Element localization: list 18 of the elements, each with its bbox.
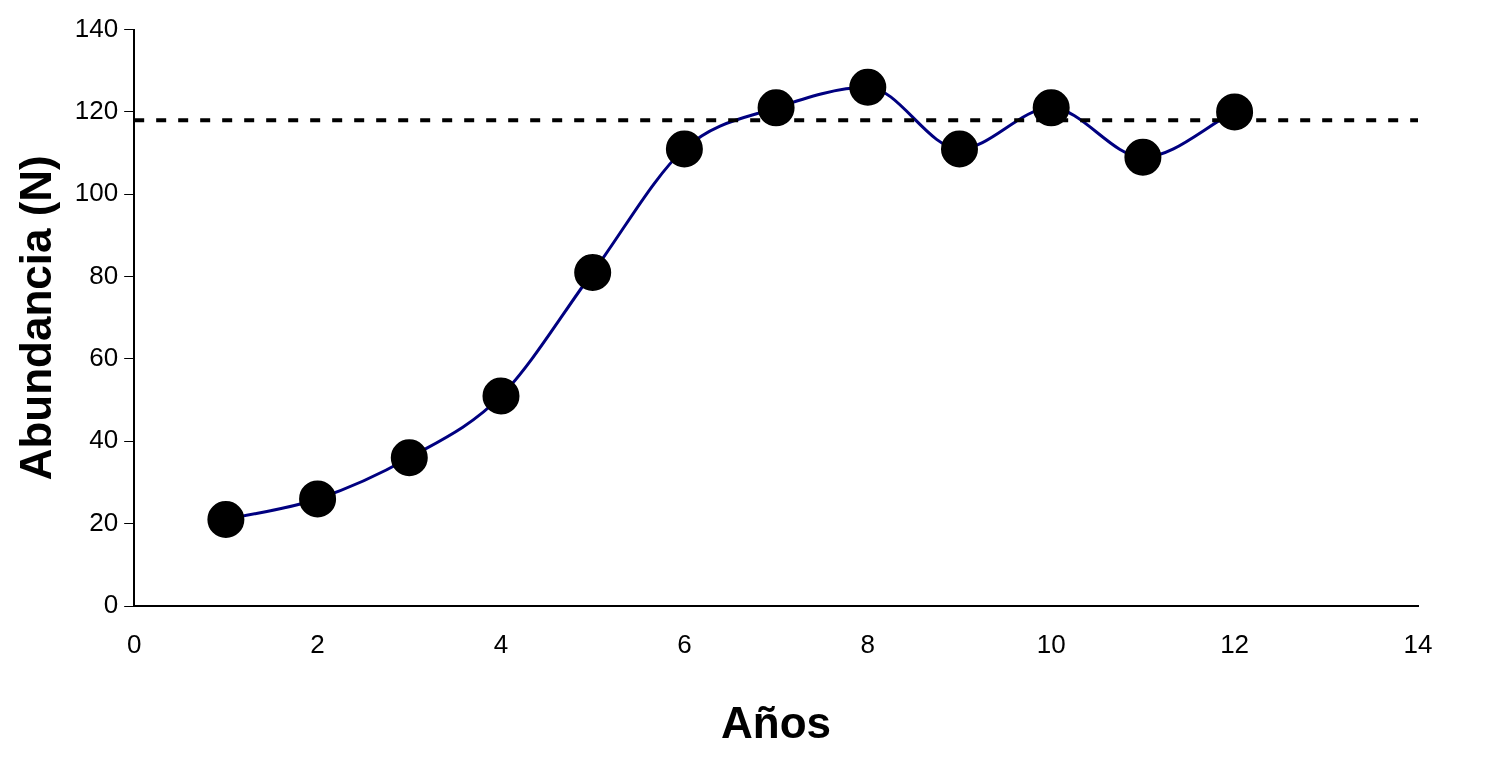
x-tick-label: 4 [493,628,509,659]
x-tick-label: 14 [1403,628,1433,659]
y-tick-label: 80 [89,259,119,290]
x-tick-label: 2 [310,628,325,659]
x-tick-label: 6 [677,628,692,659]
x-tick-label: 8 [860,628,876,659]
x-axis-title: Años [721,697,832,747]
y-tick-label: 0 [103,589,119,620]
x-tick-label: 0 [126,628,142,659]
y-tick-label: 60 [89,342,119,373]
x-tick-label: 10 [1036,628,1066,659]
x-tick-label: 12 [1220,628,1250,659]
y-tick-label: 140 [74,12,119,43]
y-tick-label: 120 [74,95,119,126]
y-tick-label: 100 [74,177,119,208]
y-tick-label: 40 [89,424,119,455]
y-axis-title: Abundancia (N) [10,155,60,481]
y-tick-label: 20 [89,506,119,537]
